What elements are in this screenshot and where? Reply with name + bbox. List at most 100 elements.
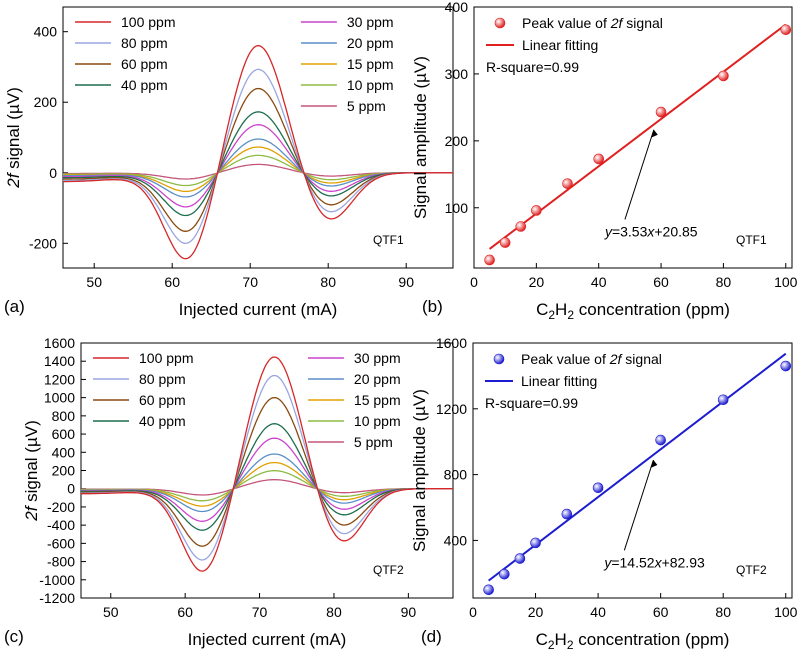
y-tick-label: 600: [52, 426, 76, 442]
series-line: [81, 396, 453, 547]
x-tick-label: 60: [653, 274, 669, 290]
y-tick-label: 400: [52, 444, 76, 460]
data-point: [718, 70, 729, 82]
y-tick-label: -1000: [39, 572, 75, 588]
y-tick-label: 200: [445, 133, 469, 149]
series-line: [63, 154, 453, 187]
sensor-tag: QTF1: [373, 233, 404, 247]
x-tick-label: 40: [591, 274, 607, 290]
data-point: [530, 537, 541, 549]
y-tick-label: 1400: [44, 353, 75, 369]
legend-label: 15 ppm: [347, 56, 394, 72]
y-tick-label: 1600: [44, 335, 75, 351]
x-tick-label: 90: [398, 274, 414, 290]
legend-points-label: Peak value of 2f signal: [521, 351, 662, 367]
legend-label: 15 ppm: [354, 392, 401, 408]
y-tick-label: 800: [52, 408, 76, 424]
x-tick-label: 80: [320, 274, 336, 290]
x-tick-label: 70: [252, 604, 268, 620]
y-tick-label: 400: [34, 24, 58, 40]
x-tick-label: 0: [469, 604, 477, 620]
x-tick-label: 20: [529, 274, 545, 290]
data-point: [484, 254, 495, 266]
series-line: [63, 44, 453, 260]
y-axis-label: 2f signal (µV): [4, 87, 23, 189]
y-tick-label: 300: [445, 66, 469, 82]
data-point: [531, 205, 542, 216]
series-line: [81, 470, 453, 502]
series-group: [63, 44, 453, 260]
series-line: [63, 138, 453, 198]
panel-label: (d): [421, 627, 442, 646]
y-tick-label: 100: [445, 200, 469, 216]
plot-frame: [62, 6, 454, 269]
legend-label: 30 ppm: [347, 14, 394, 30]
y-tick-label: -200: [47, 499, 75, 515]
data-point: [717, 394, 729, 406]
legend-label: 100 ppm: [139, 350, 193, 366]
y-tick-label: -200: [29, 235, 57, 251]
legend-label: 10 ppm: [347, 77, 394, 93]
legend-marker: [493, 353, 505, 365]
sensor-tag: QTF2: [736, 563, 767, 577]
y-tick-label: -600: [47, 535, 75, 551]
sensor-tag: QTF1: [736, 233, 767, 247]
series-line: [63, 124, 453, 208]
series-line: [81, 356, 453, 572]
r-square-label: R-square=0.99: [486, 59, 579, 75]
x-tick-label: 0: [470, 274, 478, 290]
data-point: [655, 106, 667, 118]
r-square-label: R-square=0.99: [485, 395, 578, 411]
x-tick-label: 80: [716, 274, 732, 290]
x-tick-label: 60: [653, 604, 669, 620]
y-axis-label: 2f signal (µV): [22, 420, 41, 522]
equation-arrow: [623, 459, 654, 551]
legend-marker: [494, 17, 506, 29]
x-tick-label: 20: [528, 604, 544, 620]
legend-line-label: Linear fitting: [522, 37, 598, 53]
x-axis-label: C2H2 concentration (ppm): [536, 630, 730, 652]
x-tick-label: 100: [774, 274, 798, 290]
y-tick-label: -800: [47, 554, 75, 570]
y-tick-label: 1000: [44, 390, 75, 406]
equation-arrow: [624, 129, 655, 220]
legend-label: 20 ppm: [347, 35, 394, 51]
panel-a: 50 60 70 80 90 -200 0 200 400 100 ppm 80 ppm 60 ppm…: [4, 6, 454, 319]
legend-label: 80 ppm: [139, 371, 186, 387]
x-tick-label: 50: [103, 604, 119, 620]
plot-frame: [473, 6, 793, 269]
legend-label: 5 ppm: [354, 434, 393, 450]
data-point: [592, 482, 604, 494]
x-tick-label: 60: [164, 274, 180, 290]
y-tick-label: 400: [444, 532, 468, 548]
y-tick-label: 1600: [436, 335, 467, 351]
x-tick-label: 90: [401, 604, 417, 620]
x-axis-label: Injected current (mA): [179, 300, 338, 319]
legend-label: 30 ppm: [354, 350, 401, 366]
data-point: [780, 360, 792, 372]
x-tick-label: 80: [326, 604, 342, 620]
panel-label: (b): [422, 297, 443, 316]
arrow-head: [650, 129, 658, 138]
y-tick-label: 800: [444, 467, 468, 483]
legend-label: 60 ppm: [121, 56, 168, 72]
data-point: [593, 153, 605, 165]
y-tick-label: 1200: [44, 371, 75, 387]
y-tick-label: 400: [445, 0, 469, 15]
panel-label: (a): [4, 297, 25, 316]
legend-line-label: Linear fitting: [521, 373, 597, 389]
series-line: [63, 111, 453, 217]
y-tick-label: 200: [34, 94, 58, 110]
series-group: [81, 356, 453, 572]
series-line: [63, 87, 453, 232]
legend-label: 20 ppm: [354, 371, 401, 387]
legend-label: 100 ppm: [121, 14, 175, 30]
series-line: [63, 68, 453, 245]
data-point: [562, 178, 573, 189]
y-tick-label: 200: [52, 463, 76, 479]
x-axis-label: Injected current (mA): [188, 630, 347, 649]
legend-label: 80 ppm: [121, 35, 168, 51]
y-tick-label: 0: [49, 165, 57, 181]
panel-d: 0 20 40 60 80 100 400 800 1200 1600 Peak value of …: [410, 335, 798, 652]
y-tick-label: 0: [67, 481, 75, 497]
